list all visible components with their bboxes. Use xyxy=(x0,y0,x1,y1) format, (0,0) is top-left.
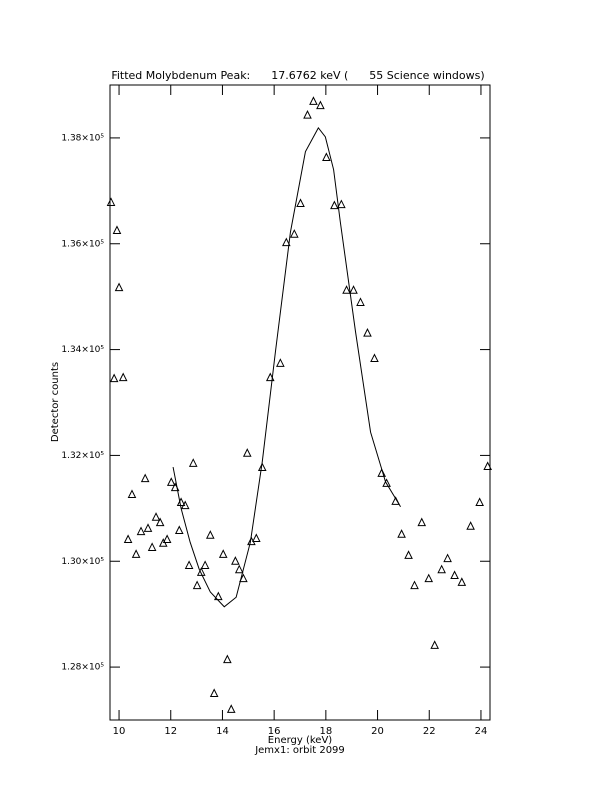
x-tick-label: 16 xyxy=(268,726,281,737)
data-point xyxy=(234,564,244,574)
data-point xyxy=(252,533,261,542)
data-point xyxy=(363,328,372,337)
data-point xyxy=(214,591,223,601)
y-tick-label: 1.36×10⁵ xyxy=(61,239,104,249)
data-point xyxy=(209,688,219,698)
data-point xyxy=(151,512,161,521)
data-point xyxy=(106,197,116,206)
data-point xyxy=(430,640,439,649)
data-point xyxy=(239,573,248,583)
data-point xyxy=(356,297,365,306)
data-point xyxy=(443,553,452,563)
data-point xyxy=(166,477,176,486)
data-point xyxy=(424,573,434,583)
data-point xyxy=(180,500,190,510)
data-point xyxy=(123,534,133,544)
data-point xyxy=(370,353,379,363)
data-point xyxy=(437,564,446,574)
data-point xyxy=(162,534,172,544)
data-point xyxy=(184,560,194,569)
data-point xyxy=(404,550,413,559)
y-tick-label: 1.30×10⁵ xyxy=(61,557,104,567)
x-axis-label: Energy (keV) xyxy=(268,735,333,746)
data-point xyxy=(118,372,128,382)
data-point xyxy=(417,517,427,527)
y-axis-label: Detector counts xyxy=(50,362,61,442)
data-point xyxy=(200,560,210,569)
data-point xyxy=(226,704,236,713)
y-tick-label: 1.38×10⁵ xyxy=(61,133,104,143)
data-point xyxy=(174,525,184,535)
data-point xyxy=(322,152,331,161)
x-tick-label: 22 xyxy=(423,726,436,737)
chart-title: Fitted Molybdenum Peak: 17.6762 keV ( 55… xyxy=(111,69,484,82)
data-point xyxy=(382,478,391,487)
data-point xyxy=(475,497,484,506)
y-tick-label: 1.28×10⁵ xyxy=(61,663,104,673)
data-point xyxy=(196,567,206,576)
data-point xyxy=(337,199,346,209)
data-point xyxy=(143,523,153,532)
data-point xyxy=(147,542,157,551)
x-tick-label: 12 xyxy=(164,726,177,737)
data-point xyxy=(483,461,492,470)
data-point xyxy=(281,237,291,247)
data-point xyxy=(176,497,186,506)
x-tick-label: 18 xyxy=(319,726,332,737)
data-point xyxy=(457,577,467,586)
data-point xyxy=(136,526,146,536)
data-point xyxy=(397,529,406,538)
x-tick-label: 10 xyxy=(113,726,126,737)
x-tick-label: 14 xyxy=(216,726,229,737)
data-point xyxy=(140,473,150,483)
data-point xyxy=(349,285,358,294)
data-point xyxy=(112,225,122,234)
x-tick-label: 20 xyxy=(371,726,384,737)
data-point xyxy=(316,100,325,110)
data-point xyxy=(450,570,459,580)
plot-frame xyxy=(109,84,491,721)
data-point xyxy=(410,580,419,590)
data-point xyxy=(109,373,119,383)
data-point xyxy=(309,96,318,105)
data-point xyxy=(188,458,198,467)
data-point xyxy=(257,462,267,472)
data-point xyxy=(155,517,165,527)
y-tick-label: 1.32×10⁵ xyxy=(61,451,104,461)
data-point xyxy=(342,285,351,294)
data-point xyxy=(276,358,285,367)
data-point xyxy=(303,110,312,119)
data-point xyxy=(218,549,228,558)
data-point xyxy=(242,448,252,457)
data-point xyxy=(114,282,124,292)
fit-line xyxy=(172,126,401,608)
data-point xyxy=(192,580,202,590)
data-point xyxy=(223,654,232,664)
data-point xyxy=(290,229,299,238)
x-tick-label: 24 xyxy=(475,726,488,737)
data-point xyxy=(127,489,137,499)
data-point xyxy=(330,200,339,210)
data-point xyxy=(466,521,475,530)
data-point xyxy=(377,468,386,477)
caption: Jemx1: orbit 2099 xyxy=(254,745,345,756)
data-point xyxy=(296,198,305,208)
data-point xyxy=(131,549,141,558)
data-point xyxy=(205,530,215,539)
data-point xyxy=(231,556,240,565)
y-tick-label: 1.34×10⁵ xyxy=(61,345,104,355)
